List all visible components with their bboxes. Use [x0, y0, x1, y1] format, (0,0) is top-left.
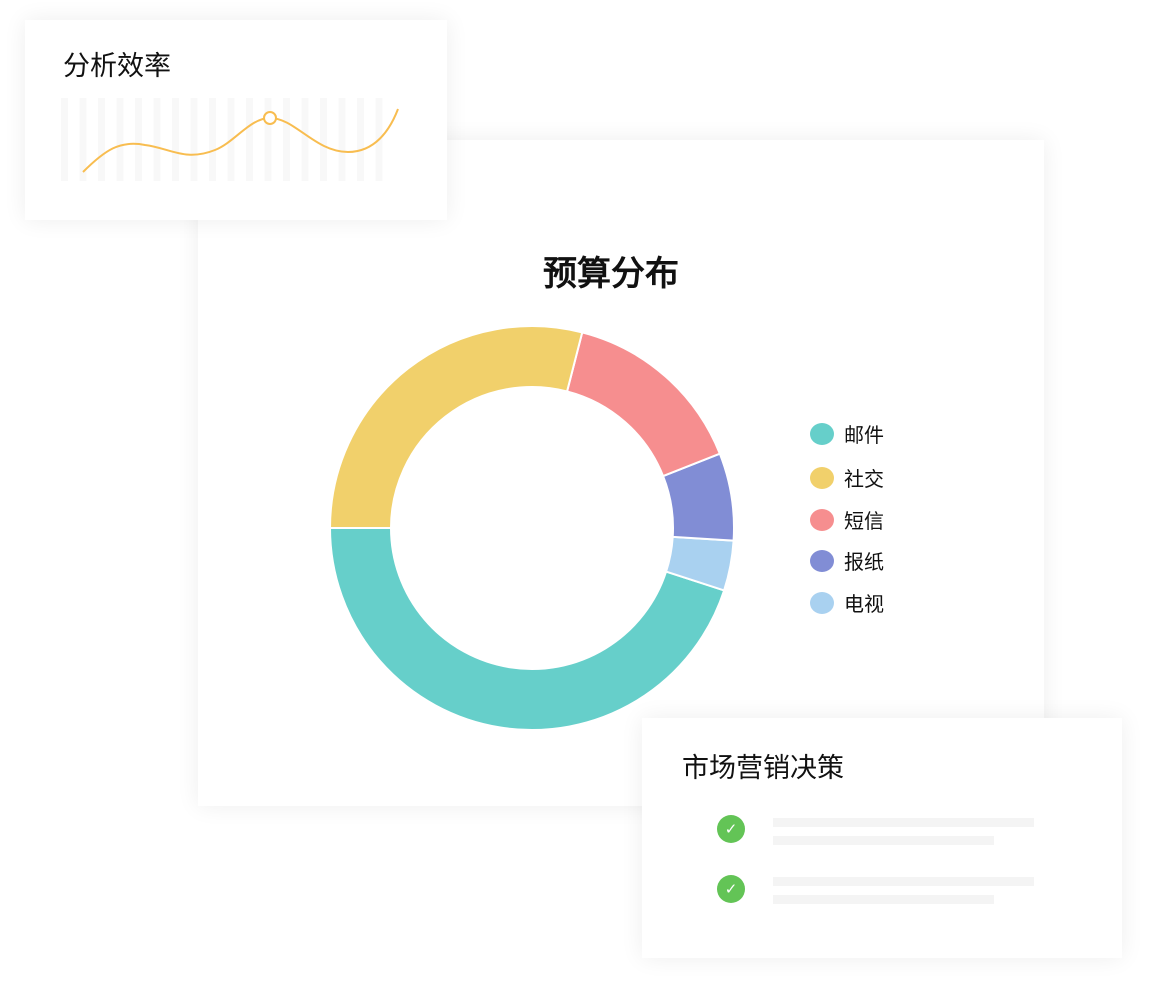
budget-chart-card: 预算分布 邮件社交短信报纸电视: [198, 140, 1044, 806]
efficiency-card: 分析效率: [25, 20, 447, 220]
background-stripe: [264, 98, 272, 181]
placeholder-line: [773, 836, 994, 845]
legend-swatch: [810, 422, 834, 445]
background-stripe: [98, 98, 105, 181]
legend-label: 报纸: [844, 550, 884, 574]
background-stripe: [135, 98, 142, 181]
trend-line: [82, 108, 399, 173]
legend-label: 社交: [844, 467, 884, 491]
legend-swatch: [810, 591, 834, 614]
placeholder-line: [773, 895, 994, 904]
background-stripe: [61, 98, 68, 181]
marketing-decision-card: 市场营销决策 ✓ ✓: [642, 718, 1122, 958]
background-stripe: [338, 98, 346, 181]
chart-title: 预算分布: [543, 254, 679, 294]
legend-item[interactable]: 社交: [810, 463, 884, 492]
donut-chart: [328, 325, 735, 731]
placeholder-line: [773, 877, 1034, 886]
legend-label: 电视: [844, 592, 884, 616]
background-stripe: [172, 98, 179, 181]
placeholder-line: [773, 818, 1034, 827]
background-stripe: [79, 98, 87, 181]
legend-swatch: [810, 466, 834, 489]
background-stripe: [116, 98, 124, 181]
legend-item[interactable]: 电视: [810, 588, 884, 617]
check-circle-icon: ✓: [717, 875, 745, 903]
legend-item[interactable]: 邮件: [810, 419, 884, 448]
background-stripe: [320, 98, 327, 181]
legend-label: 短信: [844, 509, 884, 533]
check-circle-icon: ✓: [717, 815, 745, 843]
donut-slice-0: [328, 527, 726, 731]
highlight-point: [263, 111, 277, 125]
background-stripe: [190, 98, 198, 181]
legend-label: 邮件: [844, 423, 884, 447]
efficiency-title: 分析效率: [63, 51, 171, 82]
marketing-title: 市场营销决策: [682, 753, 844, 784]
donut-slice-1: [328, 325, 584, 529]
background-stripe: [357, 98, 364, 181]
legend-item[interactable]: 报纸: [810, 546, 884, 575]
background-stripe: [283, 98, 290, 181]
background-stripe: [246, 98, 253, 181]
donut-slice-2: [565, 331, 722, 478]
efficiency-sparkline: [61, 98, 399, 181]
background-stripe: [153, 98, 161, 181]
background-stripe: [209, 98, 216, 181]
background-stripe: [301, 98, 309, 181]
legend-swatch: [810, 508, 834, 531]
legend-swatch: [810, 549, 834, 572]
legend-item[interactable]: 短信: [810, 505, 884, 534]
